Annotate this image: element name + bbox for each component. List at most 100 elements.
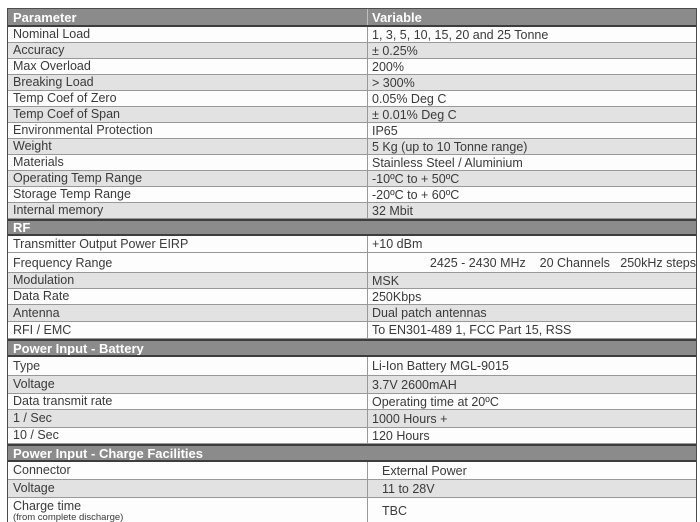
section-header-row: Power Input - Charge Facilities bbox=[8, 444, 696, 462]
param-cell: Nominal Load bbox=[8, 27, 368, 42]
param-label: Weight bbox=[13, 139, 52, 153]
param-cell: Parameter bbox=[8, 9, 368, 25]
value-cell: 3.7V 2600mAH bbox=[372, 377, 457, 392]
table-row: Data Rate 250Kbps bbox=[8, 289, 696, 305]
param-cell: Type bbox=[8, 357, 368, 375]
param-cell: Internal memory bbox=[8, 203, 368, 218]
value-cell: TBC bbox=[382, 504, 407, 518]
table-row: Environmental Protection IP65 bbox=[8, 123, 696, 139]
param-label: RFI / EMC bbox=[13, 322, 72, 337]
param-label: Voltage bbox=[13, 481, 55, 495]
table-row: Accuracy ± 0.25% bbox=[8, 43, 696, 59]
table-row: 1 / Sec 1000 Hours + bbox=[8, 410, 696, 428]
value-cell: ± 0.25% bbox=[372, 43, 418, 58]
param-cell: RFI / EMC bbox=[8, 322, 368, 338]
section-header-row: RF bbox=[8, 219, 696, 236]
value-cell: 5 Kg (up to 10 Tonne range) bbox=[372, 139, 528, 154]
value-cell: 32 Mbit bbox=[372, 203, 413, 218]
param-label: Parameter bbox=[13, 9, 77, 25]
param-cell: Data transmit rate bbox=[8, 394, 368, 409]
param-cell: Antenna bbox=[8, 305, 368, 321]
value-cell: Dual patch antennas bbox=[372, 306, 487, 320]
table-row: Frequency Range 2425 - 2430 MHz 20 Channe… bbox=[8, 253, 696, 273]
spec-table: Parameter Variable Nominal Load 1, 3, 5, 10… bbox=[7, 8, 697, 522]
table-row: Breaking Load > 300% bbox=[8, 75, 696, 91]
param-label: Materials bbox=[13, 155, 64, 169]
section-title: RF bbox=[13, 221, 31, 234]
param-label: Charge time bbox=[13, 498, 82, 513]
table-row: Data transmit rate Operating time at 20ºC bbox=[8, 394, 696, 410]
param-cell: Storage Temp Range bbox=[8, 187, 368, 202]
section-title: Power Input - Battery bbox=[13, 341, 144, 355]
param-cell: Transmitter Output Power EIRP bbox=[8, 236, 368, 252]
param-label: Transmitter Output Power EIRP bbox=[13, 236, 189, 251]
value-cell: 200% bbox=[372, 59, 404, 74]
table-row: RFI / EMC To EN301-489 1, FCC Part 15, RS… bbox=[8, 322, 696, 339]
param-label: Connector bbox=[13, 463, 71, 477]
section-title: Power Input - Charge Facilities bbox=[13, 446, 203, 460]
param-cell: Breaking Load bbox=[8, 75, 368, 90]
param-label: Modulation bbox=[13, 273, 75, 287]
param-label: Data transmit rate bbox=[13, 394, 113, 408]
param-cell: Temp Coef of Zero bbox=[8, 91, 368, 106]
table-row: Nominal Load 1, 3, 5, 10, 15, 20 and 25 T… bbox=[8, 27, 696, 43]
table-row: Voltage 3.7V 2600mAH bbox=[8, 376, 696, 394]
param-label: Type bbox=[13, 358, 41, 373]
value-cell: 250Kbps bbox=[372, 289, 422, 304]
value-cell: 0.05% Deg C bbox=[372, 91, 447, 106]
table-row: Type Li-Ion Battery MGL-9015 bbox=[8, 357, 696, 376]
param-label: 1 / Sec bbox=[13, 411, 52, 425]
table-row: Operating Temp Range -10ºC to + 50ºC bbox=[8, 171, 696, 187]
param-label: Voltage bbox=[13, 377, 55, 391]
param-cell: Voltage bbox=[8, 376, 368, 393]
value-cell: +10 dBm bbox=[372, 237, 423, 251]
param-cell: Operating Temp Range bbox=[8, 171, 368, 186]
param-label: Breaking Load bbox=[13, 75, 94, 89]
value-cell: Stainless Steel / Aluminium bbox=[372, 155, 523, 170]
value-cell: IP65 bbox=[372, 123, 398, 138]
param-cell: Temp Coef of Span bbox=[8, 107, 368, 122]
param-label: Internal memory bbox=[13, 203, 104, 217]
column-header-row: Parameter Variable bbox=[8, 9, 696, 27]
param-label: Antenna bbox=[13, 305, 60, 320]
value-cell: -20ºC to + 60ºC bbox=[372, 187, 460, 202]
param-label: Temp Coef of Zero bbox=[13, 91, 117, 105]
value-cell: 1000 Hours + bbox=[372, 411, 448, 426]
table-row: Weight 5 Kg (up to 10 Tonne range) bbox=[8, 139, 696, 155]
value-cell: -10ºC to + 50ºC bbox=[372, 171, 460, 186]
table-row: Transmitter Output Power EIRP +10 dBm bbox=[8, 236, 696, 253]
value-cell: External Power bbox=[382, 463, 467, 478]
param-label: Nominal Load bbox=[13, 27, 91, 41]
table-row: 10 / Sec 120 Hours bbox=[8, 428, 696, 444]
table-row: Materials Stainless Steel / Aluminium bbox=[8, 155, 696, 171]
param-cell: 1 / Sec bbox=[8, 410, 368, 427]
param-cell: Materials bbox=[8, 155, 368, 170]
value-cell: Operating time at 20ºC bbox=[372, 394, 499, 409]
param-label: Operating Temp Range bbox=[13, 171, 143, 185]
section-header-row: Power Input - Battery bbox=[8, 339, 696, 357]
value-cell: Variable bbox=[372, 9, 422, 25]
param-label: Environmental Protection bbox=[13, 123, 153, 137]
param-cell: Accuracy bbox=[8, 43, 368, 58]
value-cell: ± 0.01% Deg C bbox=[372, 107, 457, 122]
param-sublabel: (from complete discharge) bbox=[13, 511, 124, 522]
value-cell: 11 to 28V bbox=[382, 481, 435, 496]
param-label: Storage Temp Range bbox=[13, 187, 131, 201]
table-row: Temp Coef of Span ± 0.01% Deg C bbox=[8, 107, 696, 123]
value-cell: 1, 3, 5, 10, 15, 20 and 25 Tonne bbox=[372, 27, 549, 42]
param-cell: Max Overload bbox=[8, 59, 368, 74]
table-row: Modulation MSK bbox=[8, 273, 696, 289]
table-row: Max Overload 200% bbox=[8, 59, 696, 75]
table-row: Storage Temp Range -20ºC to + 60ºC bbox=[8, 187, 696, 203]
value-cell: 120 Hours bbox=[372, 428, 430, 443]
value-cell: Li-Ion Battery MGL-9015 bbox=[372, 359, 509, 373]
table-row: Antenna Dual patch antennas bbox=[8, 305, 696, 322]
param-cell: Connector bbox=[8, 462, 368, 479]
param-cell: Environmental Protection bbox=[8, 123, 368, 138]
table-row: Connector External Power bbox=[8, 462, 696, 480]
param-label: Temp Coef of Span bbox=[13, 107, 121, 121]
table-row: Charge time (from complete discharge) TBC bbox=[8, 498, 696, 522]
table-row: Internal memory 32 Mbit bbox=[8, 203, 696, 219]
param-label: 10 / Sec bbox=[13, 428, 59, 442]
